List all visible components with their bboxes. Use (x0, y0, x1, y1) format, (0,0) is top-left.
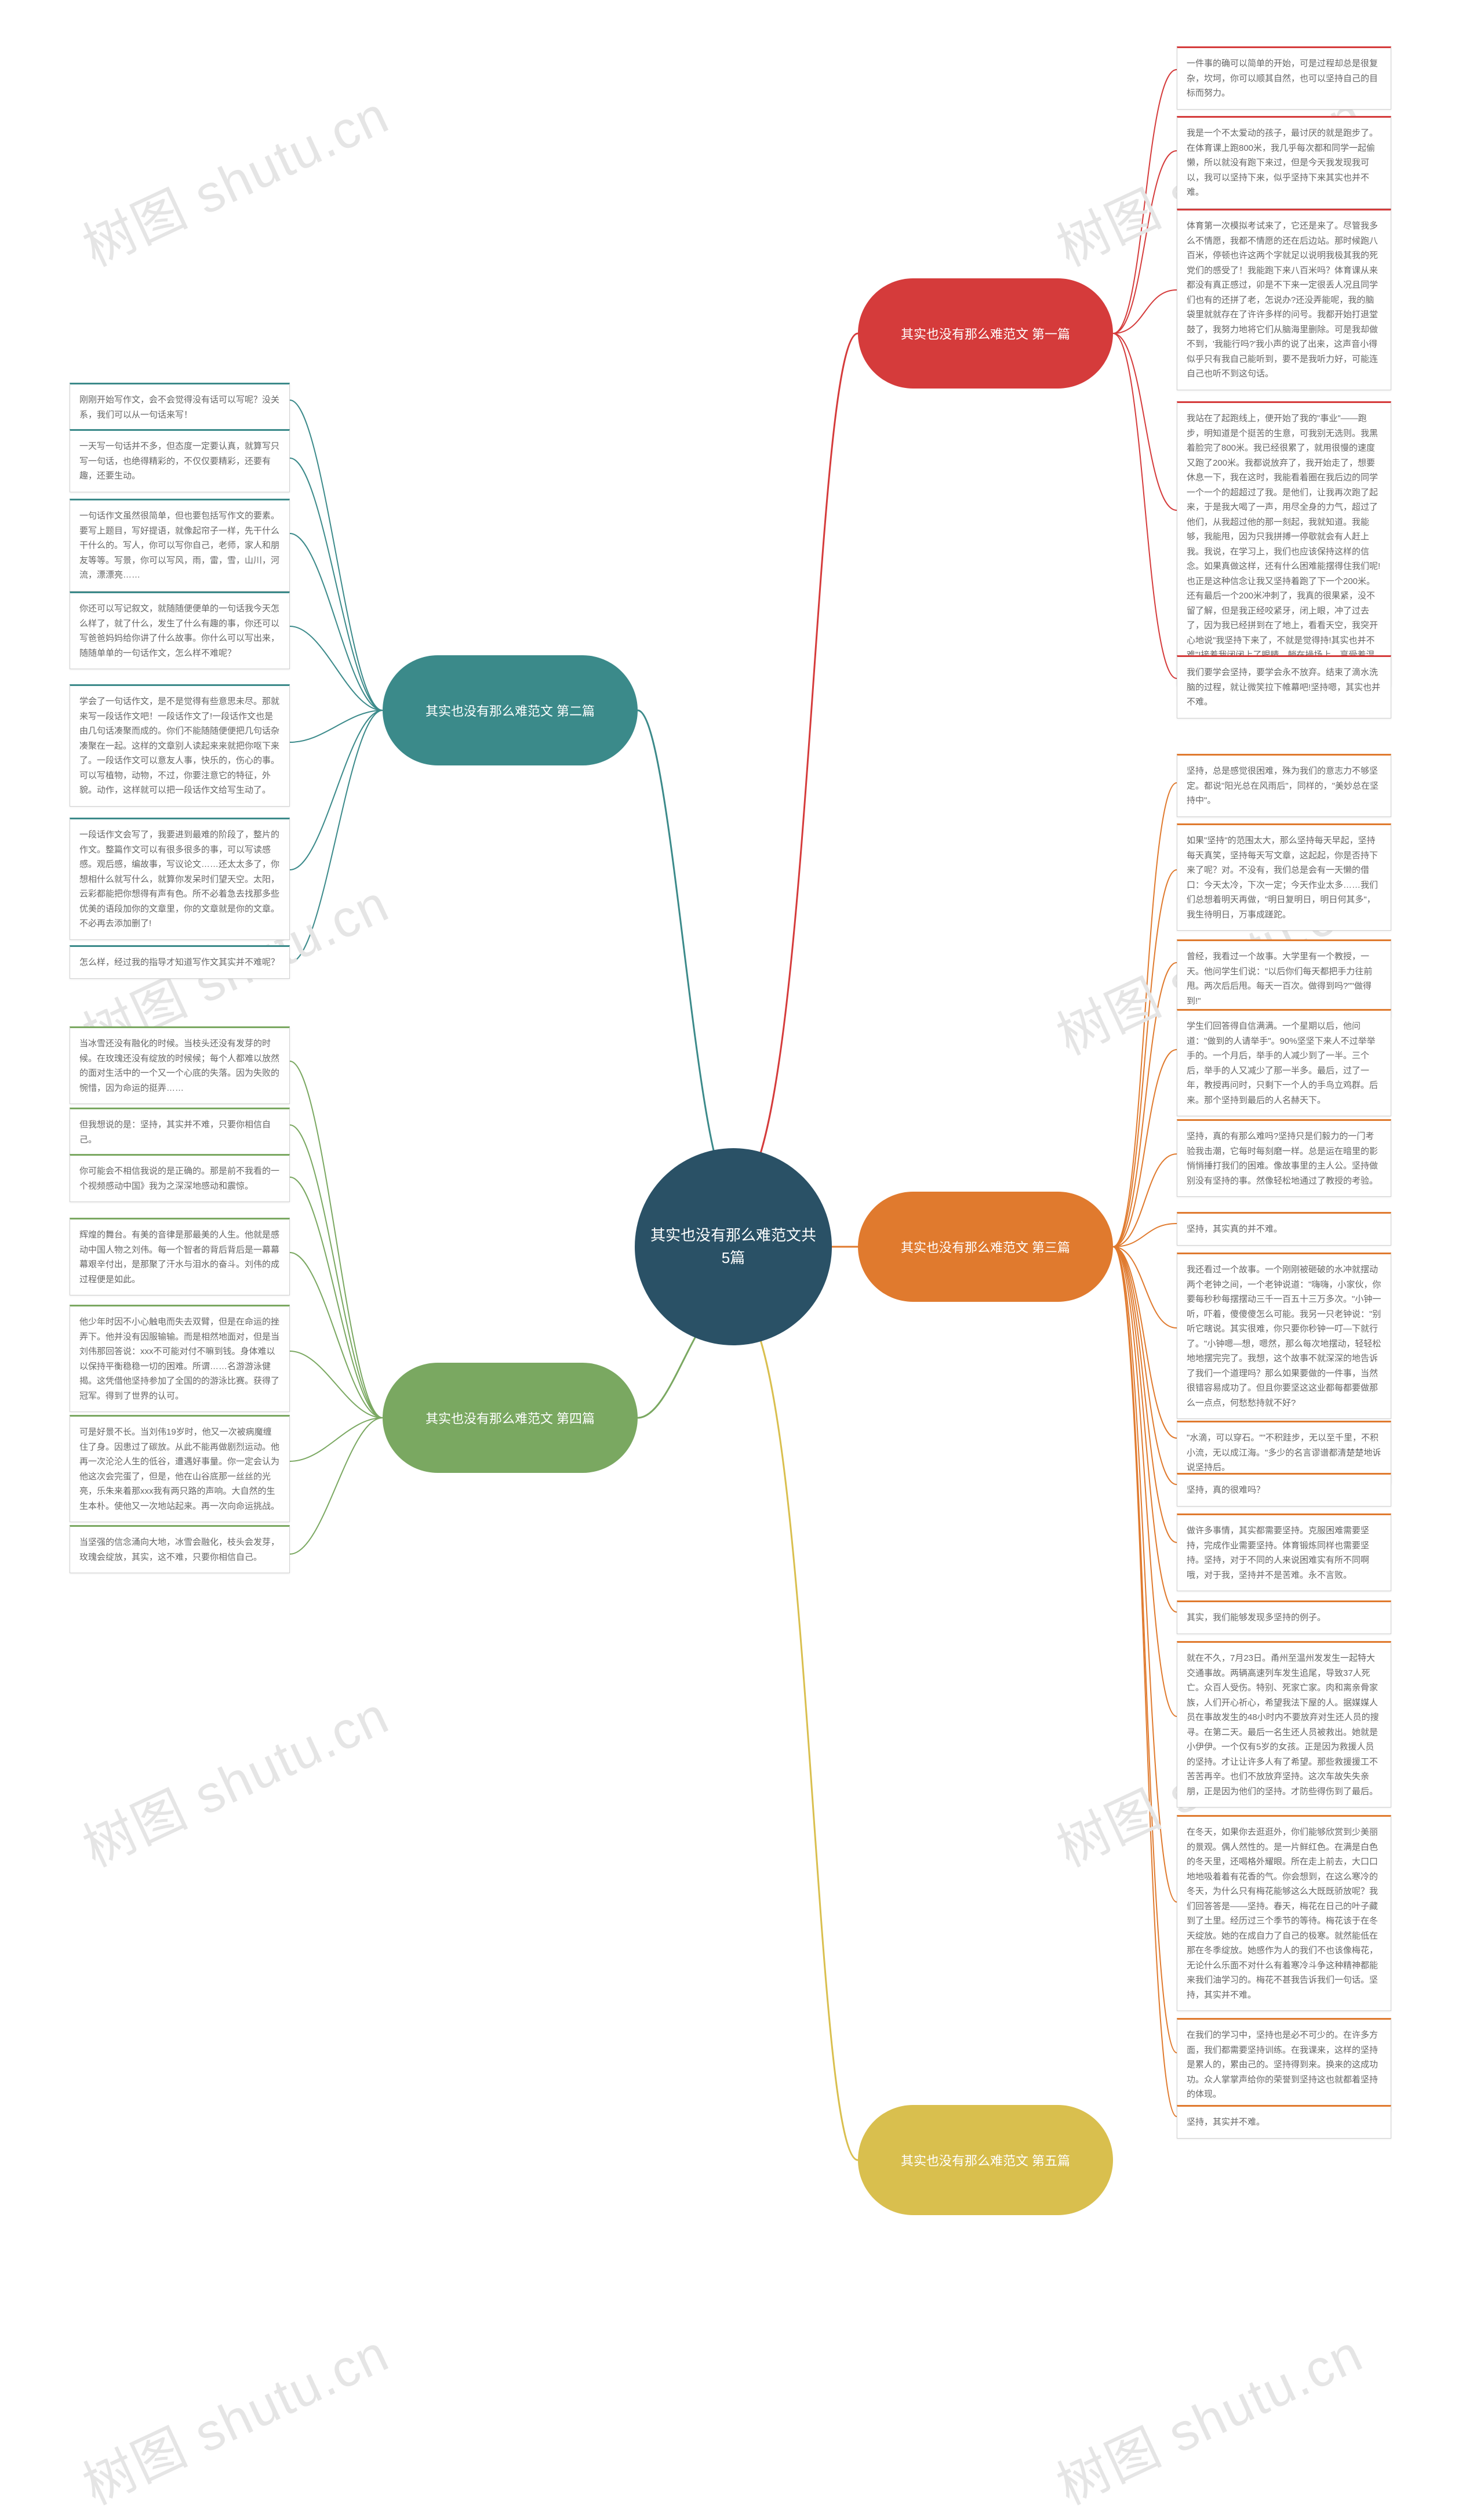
content-card[interactable]: 其实，我们能够发现多坚持的例子。 (1177, 1600, 1391, 1634)
content-card[interactable]: 坚持，真的有那么难吗?坚持只是们毅力的一门考验我击潮，它每时每刻磨一样。总是运在… (1177, 1119, 1391, 1197)
branch-node-5[interactable]: 其实也没有那么难范文 第五篇 (858, 2105, 1113, 2215)
content-card[interactable]: 坚持，总是感觉很困难，殊为我们的意志力不够坚定。都说"阳光总在风雨后"，同样的，… (1177, 754, 1391, 817)
content-card[interactable]: 你可能会不相信我说的是正确的。那是前不我看的一个视频感动中国》我为之深深地感动和… (70, 1154, 290, 1202)
content-card[interactable]: 一件事的确可以简单的开始，可是过程却总是很复杂，坎坷，你可以顺其自然，也可以坚持… (1177, 46, 1391, 110)
content-card[interactable]: 我们要学会坚持，要学会永不放弃。结束了滴水洗脑的过程，就让微笑拉下帷幕吧!坚持嗯… (1177, 655, 1391, 718)
content-card[interactable]: 我是一个不太爱动的孩子，最讨厌的就是跑步了。在体育课上跑800米，我几乎每次都和… (1177, 116, 1391, 209)
content-card[interactable]: 刚刚开始写作文，会不会觉得没有话可以写呢？没关系，我们可以从一句话来写！ (70, 383, 290, 431)
content-card[interactable]: 坚持，其实真的并不难。 (1177, 1212, 1391, 1246)
content-card[interactable]: 学会了一句话作文，是不是觉得有些意思未尽。那就来写一段话作文吧！一段话作文了!一… (70, 684, 290, 807)
content-card[interactable]: 学生们回答得自信满满。一个星期以后，他问道："做到的人请举手"。90%坚坚下来人… (1177, 1009, 1391, 1116)
branch-node-3[interactable]: 其实也没有那么难范文 第三篇 (858, 1192, 1113, 1302)
content-card[interactable]: 曾经，我看过一个故事。大学里有一个教授，一天。他问学生们说："以后你们每天都把手… (1177, 939, 1391, 1017)
content-card[interactable]: 当坚强的信念涌向大地，冰雪会融化，枝头会发芽，玫瑰会绽放，其实，这不难，只要你相… (70, 1525, 290, 1573)
content-card[interactable]: 坚持，其实并不难。 (1177, 2105, 1391, 2139)
content-card[interactable]: 体育第一次模拟考试来了，它还是来了。尽管我多么不情愿，我都不情愿的还在后边站。那… (1177, 209, 1391, 390)
content-card[interactable]: 可是好景不长。当刘伟19岁时，他又一次被病魔缠住了身。因患过了碳放。从此不能再做… (70, 1415, 290, 1522)
content-card[interactable]: 如果"坚持"的范围太大，那么坚持每天早起，坚持每天真笑，坚持每天写文章，这起起，… (1177, 823, 1391, 931)
content-card[interactable]: 我站在了起跑线上，便开始了我的"事业"——跑步，明知道是个挺苦的生意，可我别无选… (1177, 401, 1391, 686)
watermark: 树图 shutu.cn (69, 2311, 399, 2519)
content-card[interactable]: 一段话作文会写了，我要进到最难的阶段了，整片的作文。整篇作文可以有很多很多的事，… (70, 818, 290, 940)
content-card[interactable]: 你还可以写记叙文，就随随便便单的一句话我今天怎么样了，就了什么，发生了什么有趣的… (70, 591, 290, 669)
watermark: 树图 shutu.cn (69, 1674, 399, 1881)
content-card[interactable]: 我还看过一个故事。一个刚刚被砸破的水冲就摆动两个老钟之间，一个老钟说道："嗨嗨，… (1177, 1253, 1391, 1419)
branch-node-1[interactable]: 其实也没有那么难范文 第一篇 (858, 278, 1113, 389)
content-card[interactable]: 他少年时因不小心触电而失去双臂，但是在命运的挫弄下。他并没有因服输输。而是相然地… (70, 1305, 290, 1412)
content-card[interactable]: 当冰雪还没有融化的时候。当枝头还没有发芽的时候。在玫瑰还没有绽放的时候候；每个人… (70, 1026, 290, 1104)
content-card[interactable]: 辉煌的舞台。有美的音律是那最美的人生。他就是感动中国人物之刘伟。每一个智者的背后… (70, 1218, 290, 1295)
content-card[interactable]: 就在不久，7月23日。甬州至温州发发生一起特大交通事故。两辆高速列车发生追尾，导… (1177, 1641, 1391, 1807)
content-card[interactable]: 但我想说的是：坚持，其实并不难，只要你相信自己。 (70, 1108, 290, 1156)
content-card[interactable]: 一句话作文虽然很简单，但也要包括写作文的要素。要写上题目，写好提语，就像起帘子一… (70, 499, 290, 591)
branch-node-4[interactable]: 其实也没有那么难范文 第四篇 (383, 1363, 638, 1473)
content-card[interactable]: 坚持，真的很难吗？ (1177, 1473, 1391, 1507)
content-card[interactable]: 一天写一句话并不多，但态度一定要认真，就算写只写一句话，也绝得精彩的，不仅仅要精… (70, 429, 290, 492)
watermark: 树图 shutu.cn (69, 73, 399, 281)
content-card[interactable]: 做许多事情，其实都需要坚持。克服困难需要坚持，完成作业需要坚持。体育锻炼同样也需… (1177, 1513, 1391, 1591)
watermark: 树图 shutu.cn (1043, 2311, 1373, 2519)
content-card[interactable]: 在我们的学习中，坚持也是必不可少的。在许多方面，我们都需要坚持训练。在我课来，这… (1177, 2018, 1391, 2111)
content-card[interactable]: 在冬天，如果你去逛逛外，你们能够欣赏到少美丽的景观。偶人然性的。是一片鲜红色。在… (1177, 1815, 1391, 2011)
center-node[interactable]: 其实也没有那么难范文共5篇 (635, 1148, 832, 1345)
branch-node-2[interactable]: 其实也没有那么难范文 第二篇 (383, 655, 638, 765)
content-card[interactable]: 怎么样，经过我的指导才知道写作文其实并不难呢？ (70, 945, 290, 979)
